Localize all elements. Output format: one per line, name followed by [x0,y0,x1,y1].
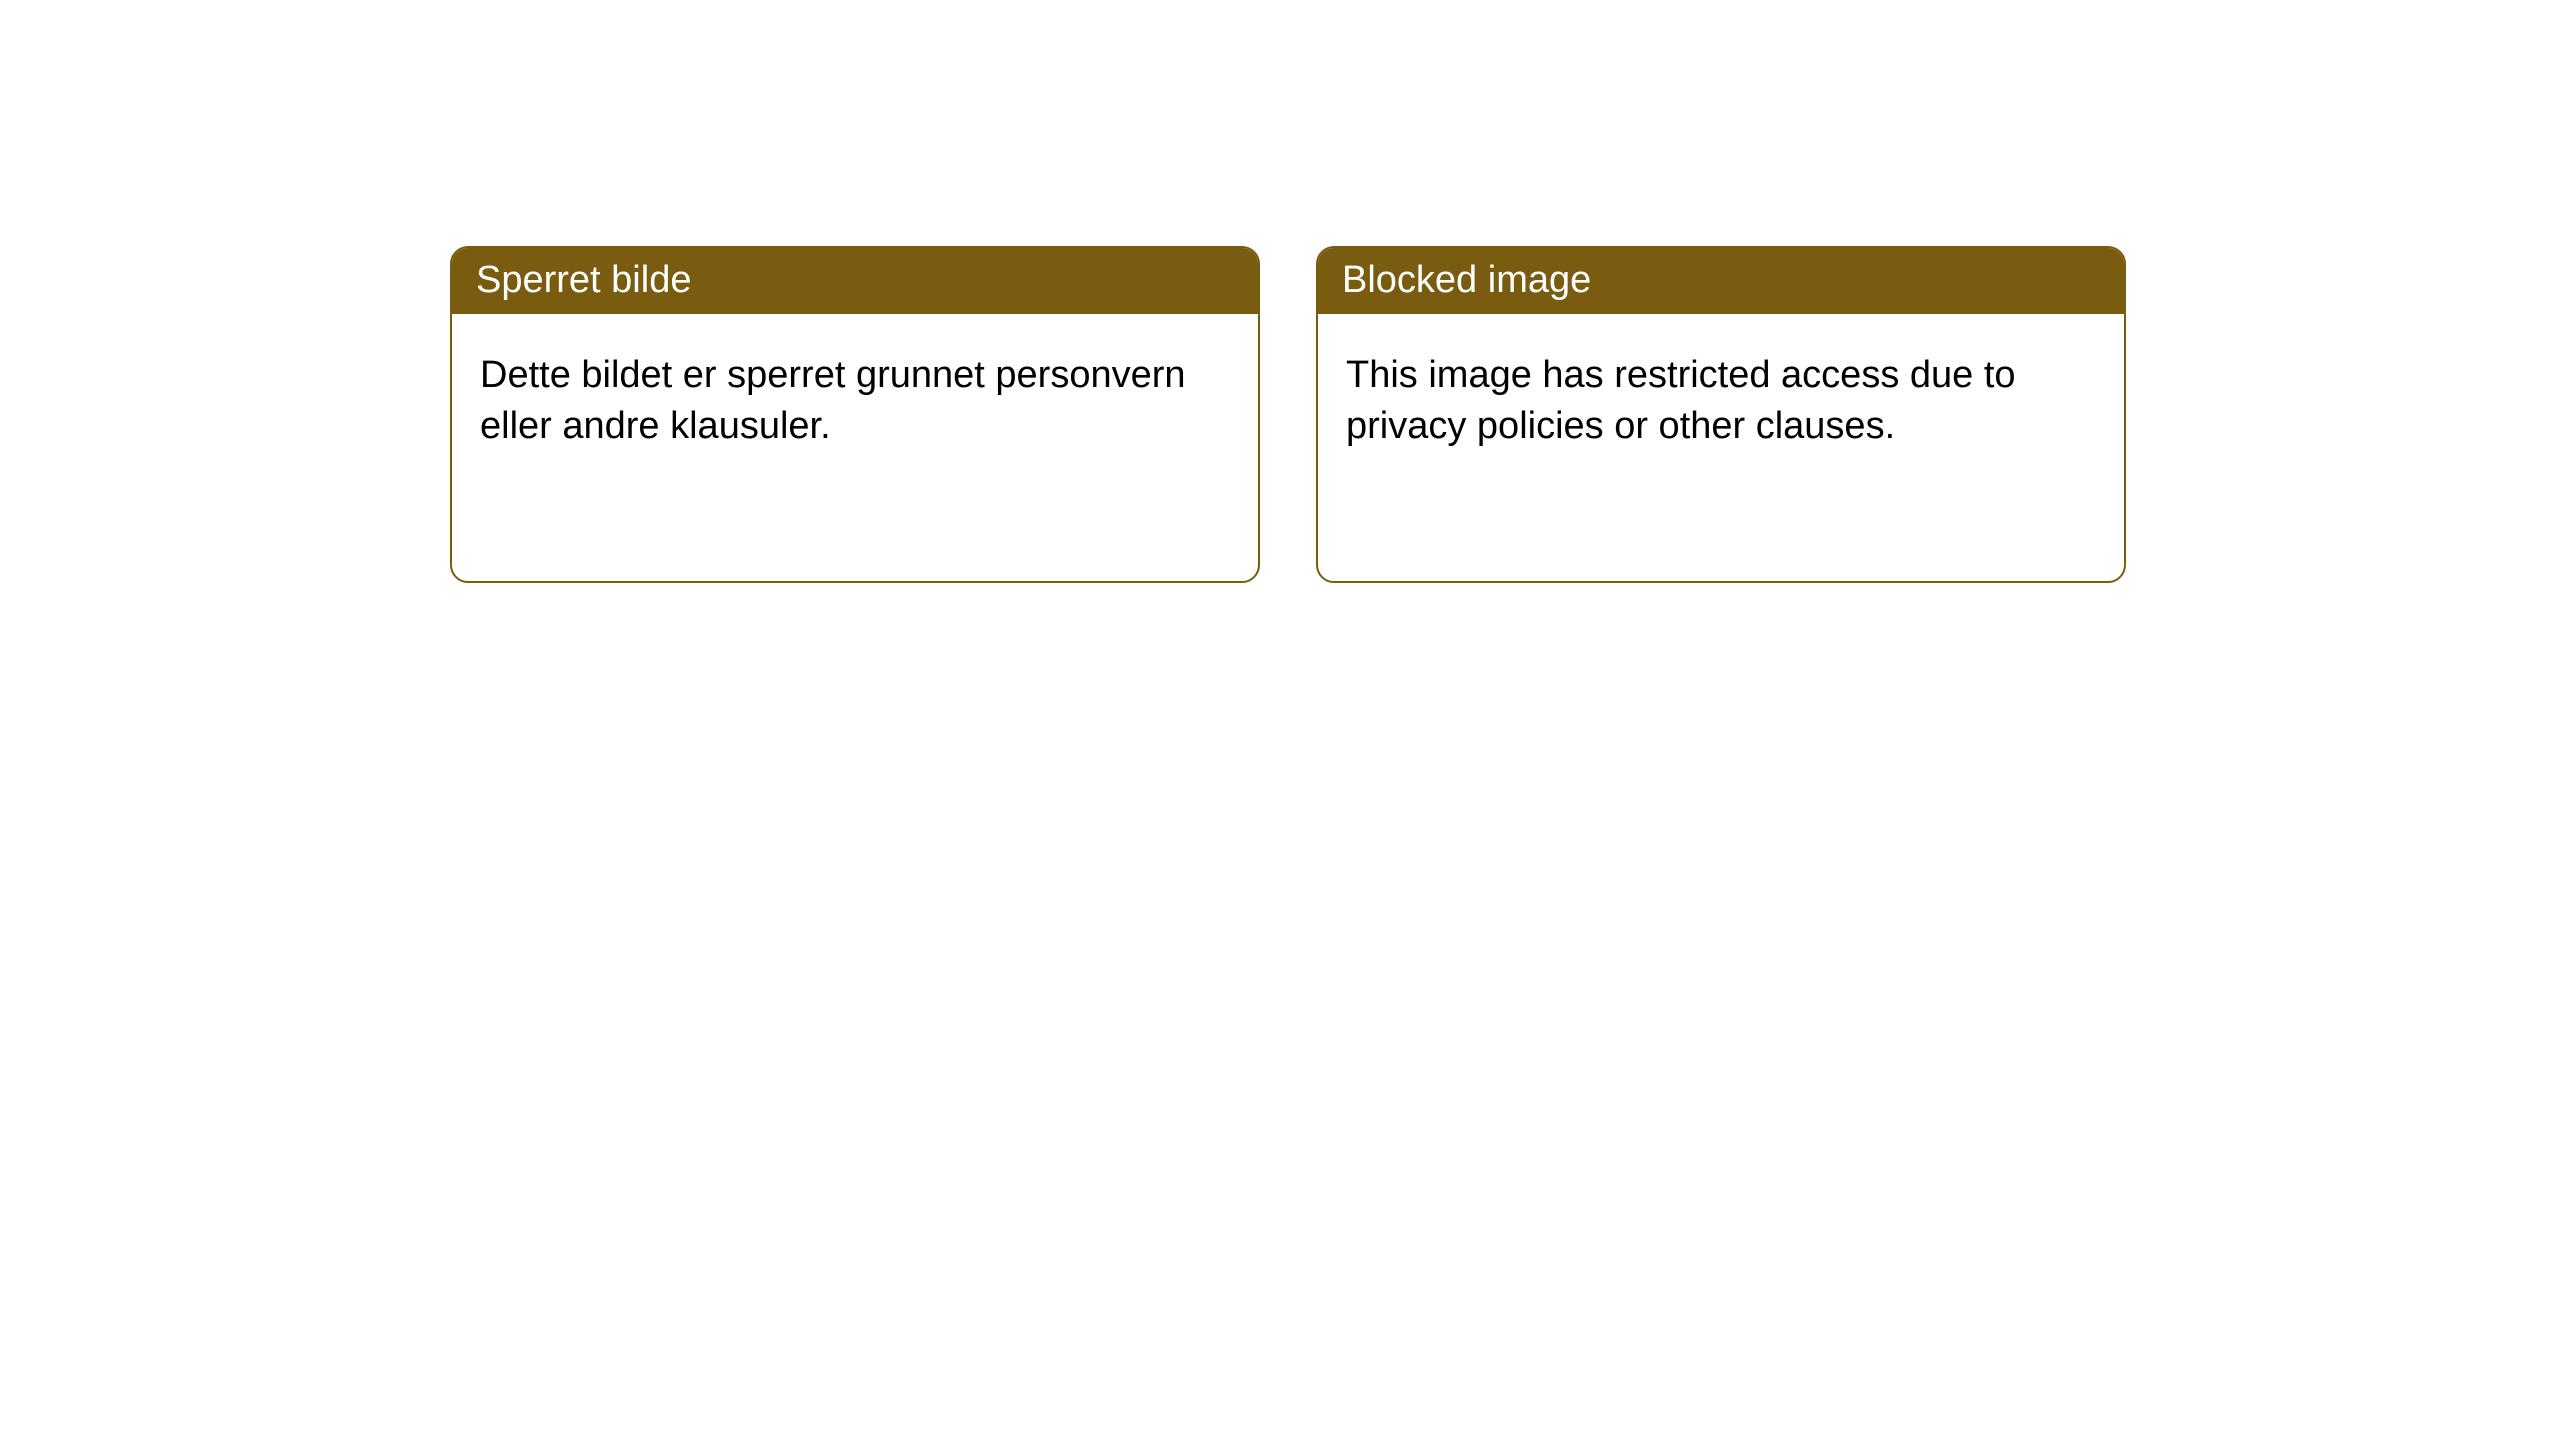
card-header-norwegian: Sperret bilde [452,248,1258,314]
card-body-norwegian: Dette bildet er sperret grunnet personve… [452,314,1258,489]
blocked-image-cards: Sperret bilde Dette bildet er sperret gr… [450,246,2560,583]
card-body-english: This image has restricted access due to … [1318,314,2124,489]
card-english: Blocked image This image has restricted … [1316,246,2126,583]
card-header-english: Blocked image [1318,248,2124,314]
card-norwegian: Sperret bilde Dette bildet er sperret gr… [450,246,1260,583]
